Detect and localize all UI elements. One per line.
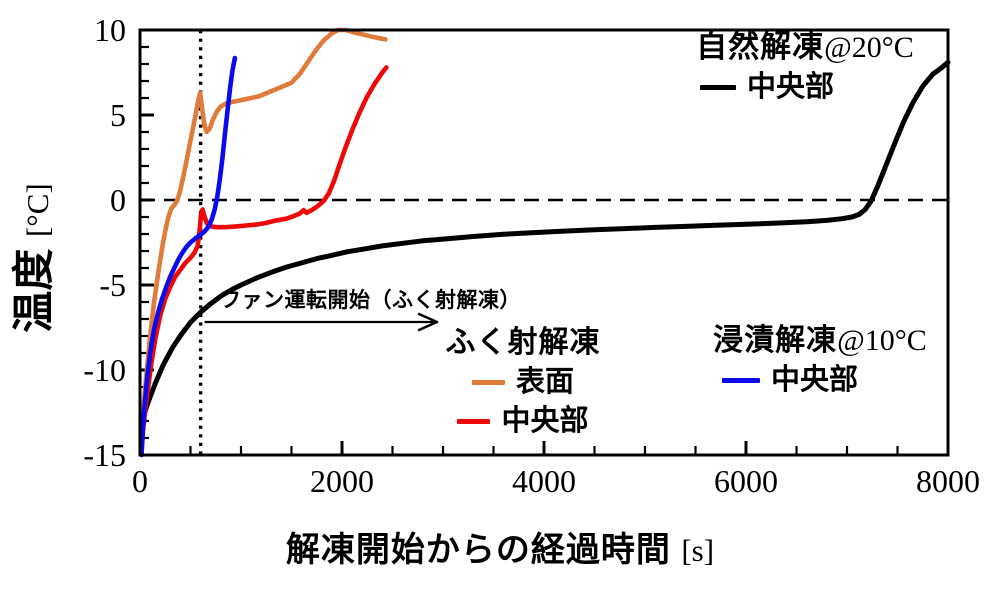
y-tick-label--10: -10 bbox=[83, 352, 126, 388]
legend-immersion-title: 浸漬解凍@10°C bbox=[685, 324, 955, 358]
legend-radiation-center-label: 中央部 bbox=[501, 405, 589, 437]
legend-radiation-item-center: 中央部 bbox=[418, 405, 628, 438]
legend-immersion-item-label: 中央部 bbox=[770, 364, 858, 396]
legend-natural-thawing: 自然解凍@20°C 中央部 bbox=[655, 30, 955, 104]
series-浸漬解凍@10°C 中央部 bbox=[139, 55, 238, 458]
x-axis-unit: [s] bbox=[681, 533, 715, 568]
legend-radiation-thawing: ふく射解凍 表面 中央部 bbox=[418, 326, 628, 438]
legend-natural-title-at: @20°C bbox=[824, 31, 914, 64]
y-axis-title-text: 温度 bbox=[10, 248, 57, 333]
black-line-swatch bbox=[699, 85, 736, 90]
y-axis-unit: [°C] bbox=[20, 183, 55, 238]
legend-immersion-thawing: 浸漬解凍@10°C 中央部 bbox=[685, 324, 955, 397]
legend-radiation-surface-label: 表面 bbox=[515, 366, 574, 398]
x-tick-label-2000: 2000 bbox=[310, 463, 374, 499]
x-tick-label-6000: 6000 bbox=[714, 463, 778, 499]
legend-natural-title-jp: 自然解凍 bbox=[696, 29, 825, 64]
legend-natural-item: 中央部 bbox=[617, 71, 917, 104]
x-axis-title: 解凍開始からの経過時間 [s] bbox=[150, 522, 850, 571]
orange-line-swatch bbox=[471, 380, 505, 385]
series-ふく射解凍 表面 bbox=[139, 27, 388, 424]
x-tick-label-8000: 8000 bbox=[916, 463, 980, 499]
legend-natural-item-label: 中央部 bbox=[746, 71, 834, 103]
legend-immersion-item: 中央部 bbox=[655, 364, 925, 397]
y-tick-label-0: 0 bbox=[110, 182, 126, 218]
y-tick-label--15: -15 bbox=[83, 437, 126, 473]
legend-radiation-title: ふく射解凍 bbox=[445, 326, 601, 359]
fan-start-annotation: ファン運転開始（ふく射解凍） bbox=[220, 289, 521, 312]
legend-natural-title: 自然解凍@20°C bbox=[655, 30, 955, 65]
y-tick-label-5: 5 bbox=[110, 97, 126, 133]
blue-line-swatch bbox=[721, 378, 760, 383]
x-tick-label-4000: 4000 bbox=[512, 463, 576, 499]
red-line-swatch bbox=[457, 419, 491, 424]
series-自然解凍@20°C 中央部 bbox=[140, 59, 951, 421]
legend-immersion-title-jp: 浸漬解凍 bbox=[713, 324, 838, 357]
x-tick-label-0: 0 bbox=[132, 463, 148, 499]
legend-radiation-item-surface: 表面 bbox=[418, 366, 628, 399]
y-tick-label--5: -5 bbox=[99, 267, 126, 303]
y-axis-title: 温度 [°C] bbox=[4, 138, 64, 378]
y-tick-label-10: 10 bbox=[94, 12, 126, 48]
series-ふく射解凍 中央部 bbox=[140, 65, 389, 432]
legend-immersion-title-at: @10°C bbox=[837, 324, 927, 357]
x-axis-title-text: 解凍開始からの経過時間 bbox=[285, 531, 671, 569]
